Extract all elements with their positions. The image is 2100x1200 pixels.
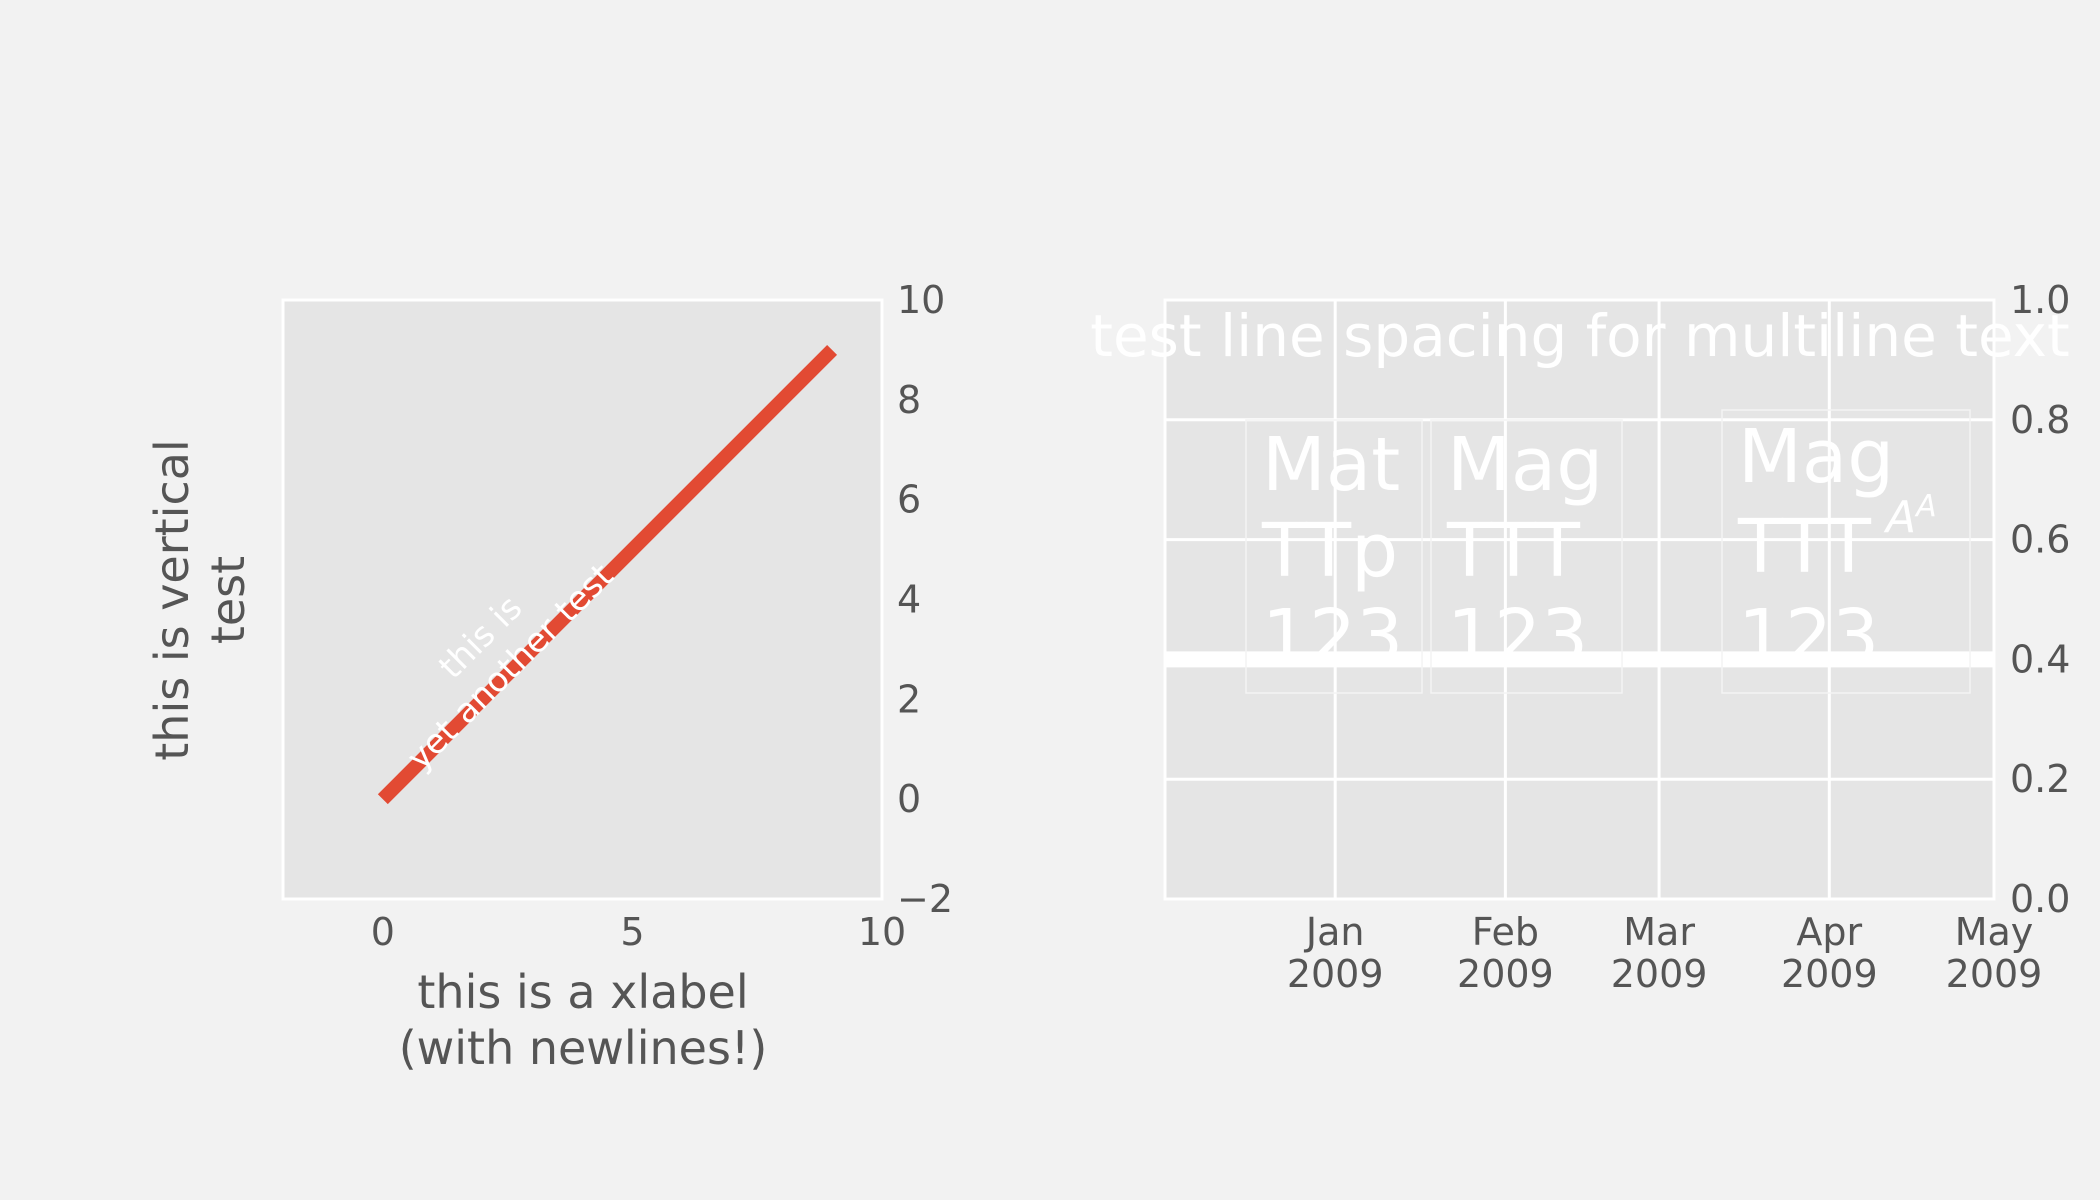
left-y-tick-label: 8 (897, 378, 921, 422)
annotation-text-3: Mag TTT 123 (1737, 414, 1894, 680)
right-y-tick-label: 0.4 (2010, 637, 2070, 681)
left-y-tick-label: 10 (897, 278, 945, 322)
annotation-box-2 (1430, 419, 1623, 694)
right-y-ticks: 0.0 0.2 0.4 0.6 0.8 1.0 (2010, 278, 2070, 921)
right-x-ticks: Jan 2009 Feb 2009 Mar 2009 Apr 2009 May 2009 (1287, 910, 2043, 996)
right-chart: Mat TTp 123 Mag TTT 123 Mag TTT 123 AA test li… (1090, 278, 2070, 996)
annotation-box-1 (1245, 419, 1423, 694)
left-y-tick-label: 4 (897, 578, 921, 622)
left-series-line (377, 344, 838, 805)
right-x-tick-label: May 2009 (1946, 910, 2043, 996)
left-y-tick-label: 6 (897, 478, 921, 522)
left-x-tick-label: 5 (620, 910, 644, 954)
left-y-tick-label: 2 (897, 677, 921, 721)
left-x-tick-label: 0 (371, 910, 395, 954)
right-plot-area (1163, 298, 1996, 901)
right-chart-title: test line spacing for multiline text (1090, 302, 2070, 370)
right-x-tick-label: Mar 2009 (1611, 910, 1708, 996)
annotation-math-3: AA (1883, 489, 1937, 543)
annotation-text-2: Mag TTT 123 (1446, 422, 1603, 680)
right-x-tick-label: Apr 2009 (1781, 910, 1878, 996)
left-y-tick-label: 0 (897, 777, 921, 821)
annotation-text-1: Mat TTp 123 (1261, 422, 1403, 680)
annotation-box-3 (1721, 409, 1971, 694)
left-x-axis-label: this is a xlabel (with newlines!) (399, 965, 768, 1075)
left-y-axis-label: this is verticaltest (145, 439, 255, 760)
right-y-tick-label: 0.2 (2010, 757, 2070, 801)
right-annotation-boxes (1245, 409, 1971, 694)
right-y-tick-label: 0.8 (2010, 398, 2070, 442)
left-x-tick-label: 10 (858, 910, 906, 954)
right-x-tick-label: Jan 2009 (1287, 910, 1384, 996)
right-y-tick-label: 0.6 (2010, 518, 2070, 562)
right-y-tick-label: 0.0 (2010, 877, 2070, 921)
right-y-tick-label: 1.0 (2010, 278, 2070, 322)
right-x-tick-label: Feb 2009 (1457, 910, 1554, 996)
left-x-ticks: 0 5 10 (371, 910, 906, 954)
left-y-tick-label: −2 (897, 877, 953, 921)
left-y-ticks: −2 0 2 4 6 8 10 (897, 278, 953, 921)
